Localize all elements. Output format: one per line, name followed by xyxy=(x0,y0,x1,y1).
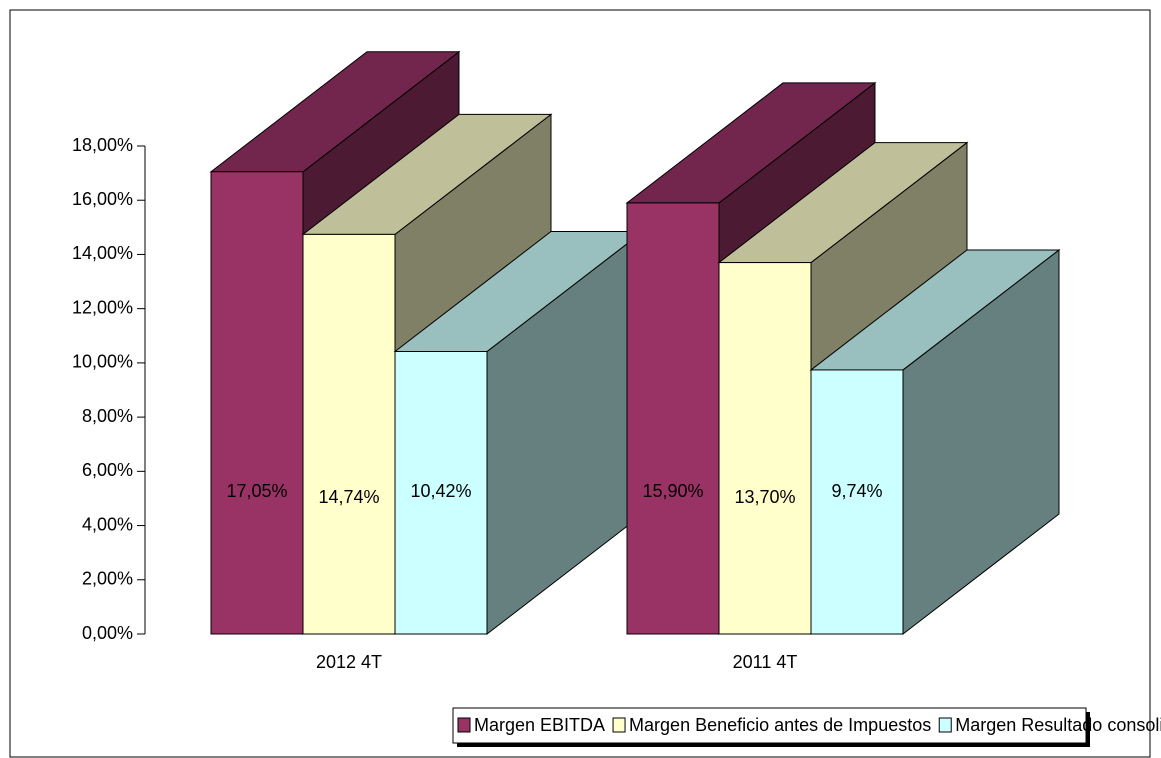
value-label: 9,74% xyxy=(831,481,882,501)
legend-swatch xyxy=(938,717,952,733)
y-tick-label: 16,00% xyxy=(72,189,133,209)
y-tick-label: 18,00% xyxy=(72,135,133,155)
y-tick-label: 6,00% xyxy=(82,460,133,480)
value-label: 17,05% xyxy=(226,481,287,501)
bar xyxy=(718,262,812,635)
value-label: 14,74% xyxy=(318,487,379,507)
value-label: 10,42% xyxy=(410,481,471,501)
bar xyxy=(626,202,720,635)
legend-swatch xyxy=(612,717,626,733)
bar xyxy=(210,171,304,635)
legend-label: Margen Beneficio antes de Impuestos xyxy=(629,715,931,735)
y-tick-label: 14,00% xyxy=(72,243,133,263)
bar xyxy=(394,351,488,635)
legend-swatch xyxy=(457,717,471,733)
bar xyxy=(810,369,904,635)
legend-label: Margen EBITDA xyxy=(474,715,605,735)
y-tick-label: 12,00% xyxy=(72,297,133,317)
bar xyxy=(302,233,396,635)
y-tick-label: 4,00% xyxy=(82,514,133,534)
y-tick-label: 10,00% xyxy=(72,352,133,372)
y-tick-label: 8,00% xyxy=(82,406,133,426)
legend-label: Margen Resultado consolidado xyxy=(955,715,1161,735)
value-label: 13,70% xyxy=(734,487,795,507)
value-label: 15,90% xyxy=(642,481,703,501)
x-tick-label: 2011 4T xyxy=(733,652,798,672)
y-tick-label: 2,00% xyxy=(82,569,133,589)
x-tick-label: 2012 4T xyxy=(316,652,382,672)
legend xyxy=(452,707,1087,744)
y-tick-label: 0,00% xyxy=(82,623,133,643)
